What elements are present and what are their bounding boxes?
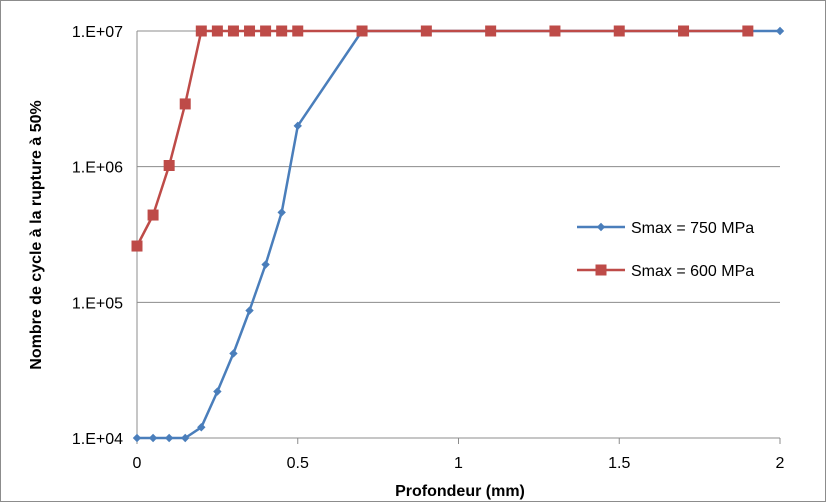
data-point	[485, 25, 497, 37]
legend-marker	[596, 222, 606, 232]
series-2	[131, 25, 754, 252]
data-point	[244, 25, 256, 37]
legend-label: Smax = 750 MPa	[631, 220, 754, 237]
x-tick-label: 0	[133, 455, 142, 472]
y-tick-labels: 1.E+04 1.E+05 1.E+06 1.E+07	[72, 24, 123, 448]
legend-item: Smax = 750 MPa	[577, 220, 754, 237]
legend-item: Smax = 600 MPa	[577, 263, 754, 280]
data-point	[613, 25, 625, 37]
legend-marker	[595, 264, 607, 276]
data-point	[213, 387, 222, 396]
legend: Smax = 750 MPa Smax = 600 MPa	[577, 220, 754, 280]
data-point	[549, 25, 561, 37]
series-line	[135, 29, 748, 247]
y-tick-label: 1.E+04	[72, 431, 123, 448]
data-point	[260, 25, 272, 37]
x-tick-labels: 0 0.5 1 1.5 2	[133, 455, 785, 472]
legend-label: Smax = 600 MPa	[631, 263, 754, 280]
x-tick-label: 1	[454, 455, 463, 472]
series-layer	[131, 25, 785, 443]
y-tick-label: 1.E+07	[72, 24, 123, 41]
data-point	[163, 159, 175, 171]
x-axis-title: Profondeur (mm)	[395, 483, 525, 500]
data-point	[195, 25, 207, 37]
data-point	[148, 433, 158, 443]
y-axis-title: Nombre de cycle à la rupture à 50%	[28, 100, 45, 369]
data-point	[245, 306, 254, 315]
y-tick-label: 1.E+05	[72, 295, 123, 312]
data-point	[261, 260, 270, 269]
y-tick-label: 1.E+06	[72, 160, 123, 177]
data-point	[179, 98, 191, 110]
data-point	[147, 209, 159, 221]
data-point	[132, 433, 142, 443]
data-point	[356, 25, 368, 37]
data-point	[276, 25, 288, 37]
x-tick-label: 0.5	[287, 455, 309, 472]
data-point	[420, 25, 432, 37]
data-point	[775, 26, 785, 36]
data-point	[227, 25, 239, 37]
x-tick-label: 2	[776, 455, 785, 472]
data-point	[211, 25, 223, 37]
data-point	[181, 433, 190, 443]
data-point	[277, 208, 286, 217]
data-point	[742, 25, 754, 37]
data-point	[293, 121, 302, 131]
data-point	[292, 25, 304, 37]
data-point	[164, 433, 174, 443]
data-point	[131, 240, 143, 252]
data-point	[678, 25, 690, 37]
data-point	[197, 423, 206, 432]
data-point	[229, 349, 238, 358]
x-tick-label: 1.5	[608, 455, 630, 472]
